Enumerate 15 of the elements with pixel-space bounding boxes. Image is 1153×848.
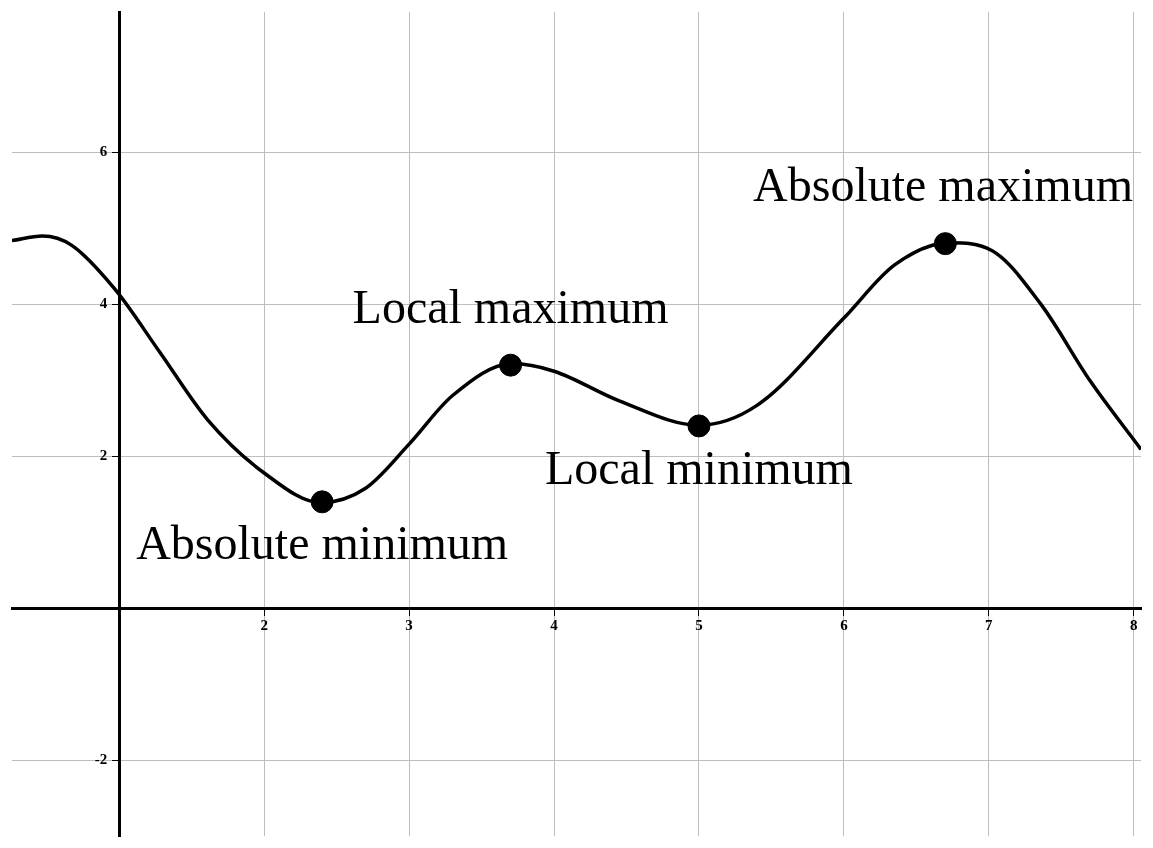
- y-tick-label: -2: [94, 750, 108, 767]
- x-tick-label: 5: [695, 617, 703, 634]
- x-tick-label: 4: [550, 617, 559, 634]
- annotation: Local maximum: [352, 279, 669, 333]
- x-tick-label: 3: [405, 617, 413, 634]
- annotation: Absolute minimum: [136, 516, 509, 570]
- x-tick-label: 6: [840, 617, 849, 634]
- y-tick-label: 4: [99, 295, 108, 312]
- y-tick-label: 2: [99, 447, 108, 464]
- x-tick-label: 2: [260, 617, 268, 634]
- y-tick-label: 6: [99, 143, 108, 160]
- annotation: Local minimum: [544, 440, 853, 494]
- annotation: Absolute maximum: [753, 158, 1133, 212]
- x-tick-label: 7: [985, 617, 994, 634]
- x-tick-label: 8: [1130, 617, 1138, 634]
